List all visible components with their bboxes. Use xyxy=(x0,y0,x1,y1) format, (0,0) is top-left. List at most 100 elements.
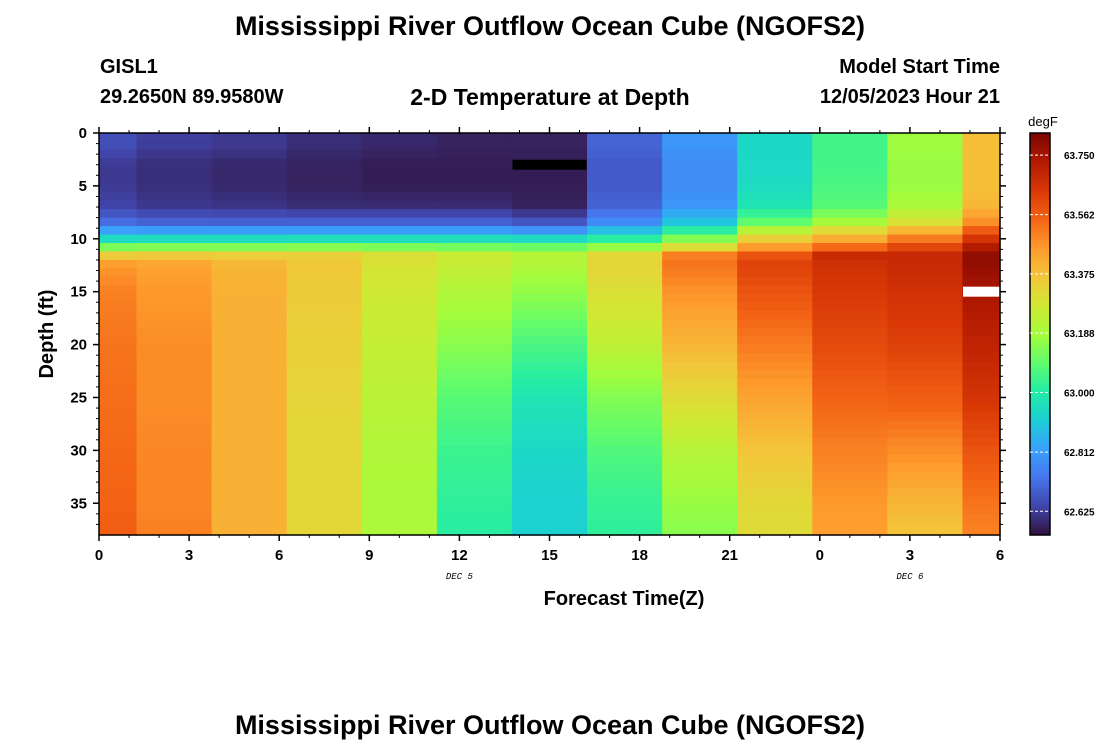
heatmap-cell xyxy=(99,175,138,185)
heatmap-cell xyxy=(361,353,438,363)
heatmap-cell xyxy=(962,226,1001,236)
heatmap-cell xyxy=(962,386,1001,396)
heatmap-cell xyxy=(812,293,888,303)
heatmap-cell xyxy=(662,209,738,219)
heatmap-cell xyxy=(587,505,663,515)
heatmap-cell xyxy=(99,319,138,329)
heatmap-cell xyxy=(286,226,363,236)
heatmap-cell xyxy=(436,285,513,295)
heatmap-cell xyxy=(436,259,513,270)
heatmap-cell xyxy=(211,243,288,253)
x-tick-label: 6 xyxy=(996,547,1004,564)
heatmap-cell xyxy=(436,217,513,227)
heatmap-cell xyxy=(211,429,288,439)
heatmap-cell xyxy=(662,133,738,143)
heatmap-cell xyxy=(962,479,1001,490)
colorbar-tick-label: 63.562 xyxy=(1064,211,1095,222)
heatmap-cell xyxy=(99,412,138,422)
heatmap-cell xyxy=(812,183,888,193)
heatmap-cell xyxy=(361,522,438,532)
heatmap-cell xyxy=(99,183,138,193)
heatmap-cell xyxy=(587,149,663,159)
x-tick-label: 0 xyxy=(95,547,103,564)
heatmap-cell xyxy=(962,192,1001,202)
heatmap-cell xyxy=(887,361,964,371)
heatmap-cell xyxy=(737,471,813,481)
heatmap-cell xyxy=(436,361,513,371)
x-tick-label: 3 xyxy=(185,547,193,564)
heatmap-cell xyxy=(662,463,738,473)
heatmap-cell xyxy=(99,234,138,244)
heatmap-cell xyxy=(887,133,964,143)
heatmap-cell xyxy=(662,175,738,185)
heatmap-cell xyxy=(737,378,813,388)
heatmap-cell xyxy=(99,226,138,236)
heatmap-cell xyxy=(662,479,738,490)
heatmap-cell xyxy=(662,488,738,498)
heatmap-cell xyxy=(662,420,738,430)
heatmap-cell xyxy=(511,209,588,219)
heatmap-cell xyxy=(436,522,513,532)
heatmap-cell xyxy=(511,522,588,532)
heatmap-cell xyxy=(99,378,138,388)
heatmap-cell xyxy=(361,505,438,515)
heatmap-cell xyxy=(962,200,1001,210)
heatmap-cell xyxy=(737,209,813,219)
heatmap-cell xyxy=(587,344,663,354)
heatmap-cell xyxy=(812,505,888,515)
main-title: Mississippi River Outflow Ocean Cube (NG… xyxy=(234,11,866,41)
heatmap-cell xyxy=(812,513,888,523)
heatmap-cell xyxy=(286,158,363,168)
heatmap-cell xyxy=(511,234,588,244)
heatmap-cell xyxy=(211,420,288,430)
heatmap-cell xyxy=(136,158,213,168)
heatmap-cell xyxy=(286,276,363,286)
heatmap-cell xyxy=(99,353,138,363)
heatmap-cell xyxy=(587,378,663,388)
heatmap-cell xyxy=(361,141,438,151)
heatmap-cell xyxy=(511,319,588,329)
x-tick-label: 6 xyxy=(275,547,283,564)
heatmap-cell xyxy=(286,369,363,380)
heatmap-cell xyxy=(887,302,964,312)
heatmap-cell xyxy=(662,259,738,270)
heatmap-cell xyxy=(587,403,663,413)
heatmap-cell xyxy=(511,361,588,371)
heatmap-cell xyxy=(436,505,513,515)
heatmap-cell xyxy=(962,293,1001,303)
heatmap-cell xyxy=(436,293,513,303)
heatmap-cell xyxy=(662,437,738,447)
heatmap-cell xyxy=(361,530,438,536)
heatmap-cell xyxy=(136,327,213,337)
colorbar xyxy=(1029,132,1051,536)
y-tick-label: 15 xyxy=(70,284,87,301)
heatmap-cell xyxy=(436,302,513,312)
heatmap-cell xyxy=(99,403,138,413)
heatmap-cell xyxy=(361,293,438,303)
heatmap-cell xyxy=(436,463,513,473)
heatmap-cell xyxy=(211,437,288,447)
heatmap-cell xyxy=(99,302,138,312)
heatmap-cell xyxy=(587,361,663,371)
heatmap-cell xyxy=(361,369,438,380)
heatmap-cell xyxy=(887,353,964,363)
heatmap-cell xyxy=(587,446,663,456)
heatmap-cell xyxy=(211,530,288,536)
heatmap-cell xyxy=(737,479,813,490)
heatmap-cell xyxy=(136,259,213,270)
heatmap-cell xyxy=(887,395,964,405)
y-tick-label: 20 xyxy=(70,337,87,354)
heatmap-cell xyxy=(587,158,663,168)
heatmap-cell xyxy=(812,327,888,337)
heatmap-cell xyxy=(962,454,1001,464)
heatmap-cell xyxy=(99,166,138,176)
heatmap-cell xyxy=(511,133,588,143)
heatmap-cell xyxy=(887,369,964,380)
heatmap-cell xyxy=(286,437,363,447)
heatmap-cell xyxy=(662,302,738,312)
heatmap-cell xyxy=(737,496,813,506)
heatmap-cell xyxy=(361,302,438,312)
heatmap-cell xyxy=(511,336,588,346)
heatmap-cell xyxy=(361,412,438,422)
heatmap-cell xyxy=(136,479,213,490)
